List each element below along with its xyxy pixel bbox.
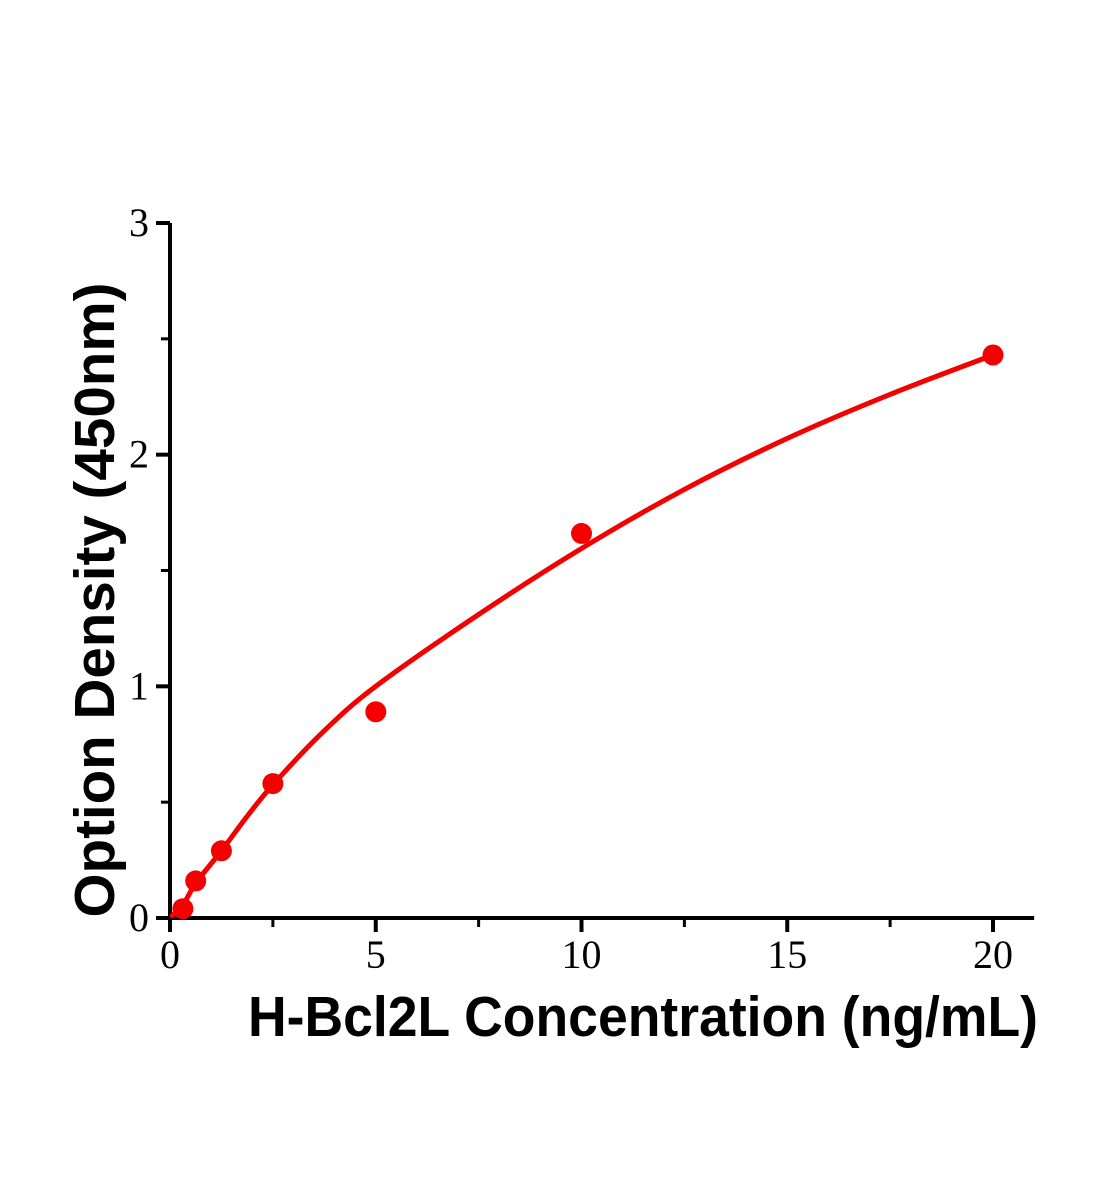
x-tick-label: 10 (562, 932, 602, 977)
y-axis-ticks (156, 220, 170, 920)
y-tick-label: 1 (129, 663, 149, 708)
y-axis-tick-labels: 0 1 2 3 (129, 200, 149, 940)
data-point (172, 898, 194, 920)
data-point (262, 773, 284, 795)
x-axis-tick-labels: 0 5 10 15 20 (160, 932, 1013, 977)
x-tick-label: 15 (767, 932, 807, 977)
x-tick-label: 0 (160, 932, 180, 977)
y-axis-title: Option Density (450nm) (63, 283, 127, 918)
fit-curve-line (169, 352, 996, 919)
y-tick-label: 0 (129, 895, 149, 940)
x-axis-title: H-Bcl2L Concentration (ng/mL) (248, 985, 1038, 1049)
y-tick-label: 2 (129, 432, 149, 477)
x-tick-label: 5 (366, 932, 386, 977)
data-point (185, 870, 207, 892)
data-point (571, 522, 592, 544)
x-tick-label: 20 (973, 932, 1013, 977)
data-point (982, 344, 1004, 366)
y-axis: 0 1 2 3 (129, 200, 172, 940)
y-tick-label: 3 (129, 200, 149, 245)
data-points (172, 344, 1004, 920)
data-point (210, 840, 232, 862)
data-point (365, 701, 387, 723)
x-axis-ticks (168, 918, 995, 932)
x-axis: 0 5 10 15 20 (160, 916, 1035, 977)
